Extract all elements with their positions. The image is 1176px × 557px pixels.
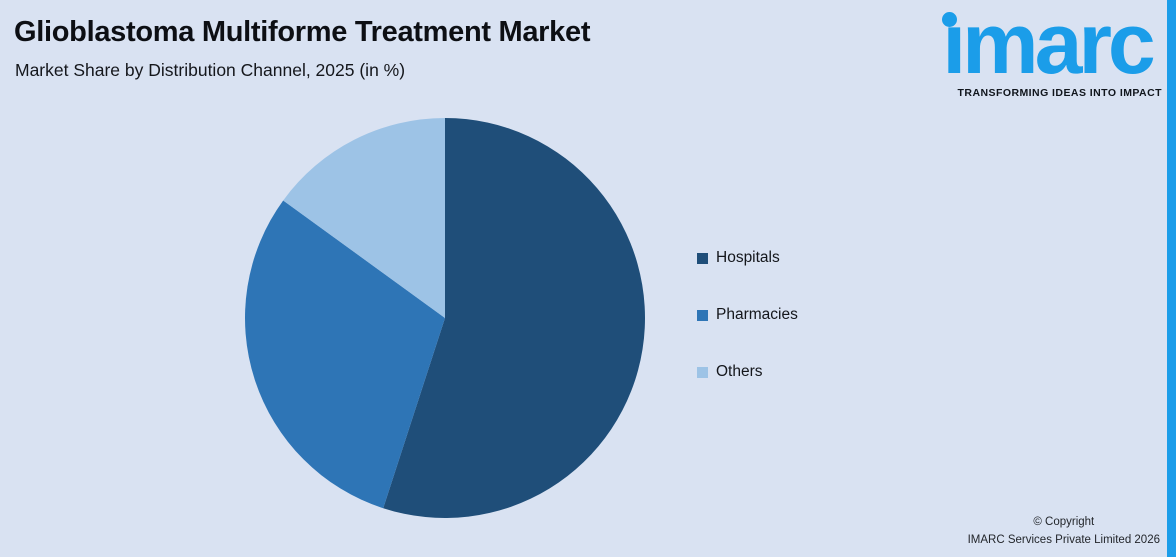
accent-stripe (1167, 0, 1176, 557)
copyright-line2: IMARC Services Private Limited 2026 (967, 534, 1160, 547)
legend: Hospitals Pharmacies Others (697, 248, 798, 382)
pie-slice-pharmacies (244, 200, 445, 509)
legend-swatch (697, 366, 708, 378)
legend-swatch (697, 309, 708, 321)
pie-slice-hospitals (383, 118, 645, 518)
legend-item-hospitals: Hospitals (697, 248, 798, 268)
imarc-logo: ımarc TRANSFORMING IDEAS INTO IMPACT (932, 0, 1162, 108)
legend-swatch (697, 252, 708, 264)
legend-label: Pharmacies (716, 306, 798, 323)
pie-slice-others (283, 118, 445, 318)
pie-chart-container (244, 118, 645, 518)
logo-wordmark: ımarc (942, 0, 1156, 92)
page-title: Glioblastoma Multiforme Treatment Market (14, 16, 591, 48)
logo-tagline: TRANSFORMING IDEAS INTO IMPACT (957, 87, 1162, 100)
legend-item-others: Others (697, 362, 798, 382)
legend-label: Hospitals (716, 249, 780, 266)
legend-label: Others (716, 363, 763, 380)
page-subtitle: Market Share by Distribution Channel, 20… (15, 60, 406, 80)
logo-dot-icon (942, 12, 957, 27)
copyright: © Copyright IMARC Services Private Limit… (968, 514, 1160, 550)
copyright-line1: © Copyright (1033, 516, 1095, 529)
pie-chart (244, 118, 645, 518)
legend-item-pharmacies: Pharmacies (697, 305, 798, 325)
